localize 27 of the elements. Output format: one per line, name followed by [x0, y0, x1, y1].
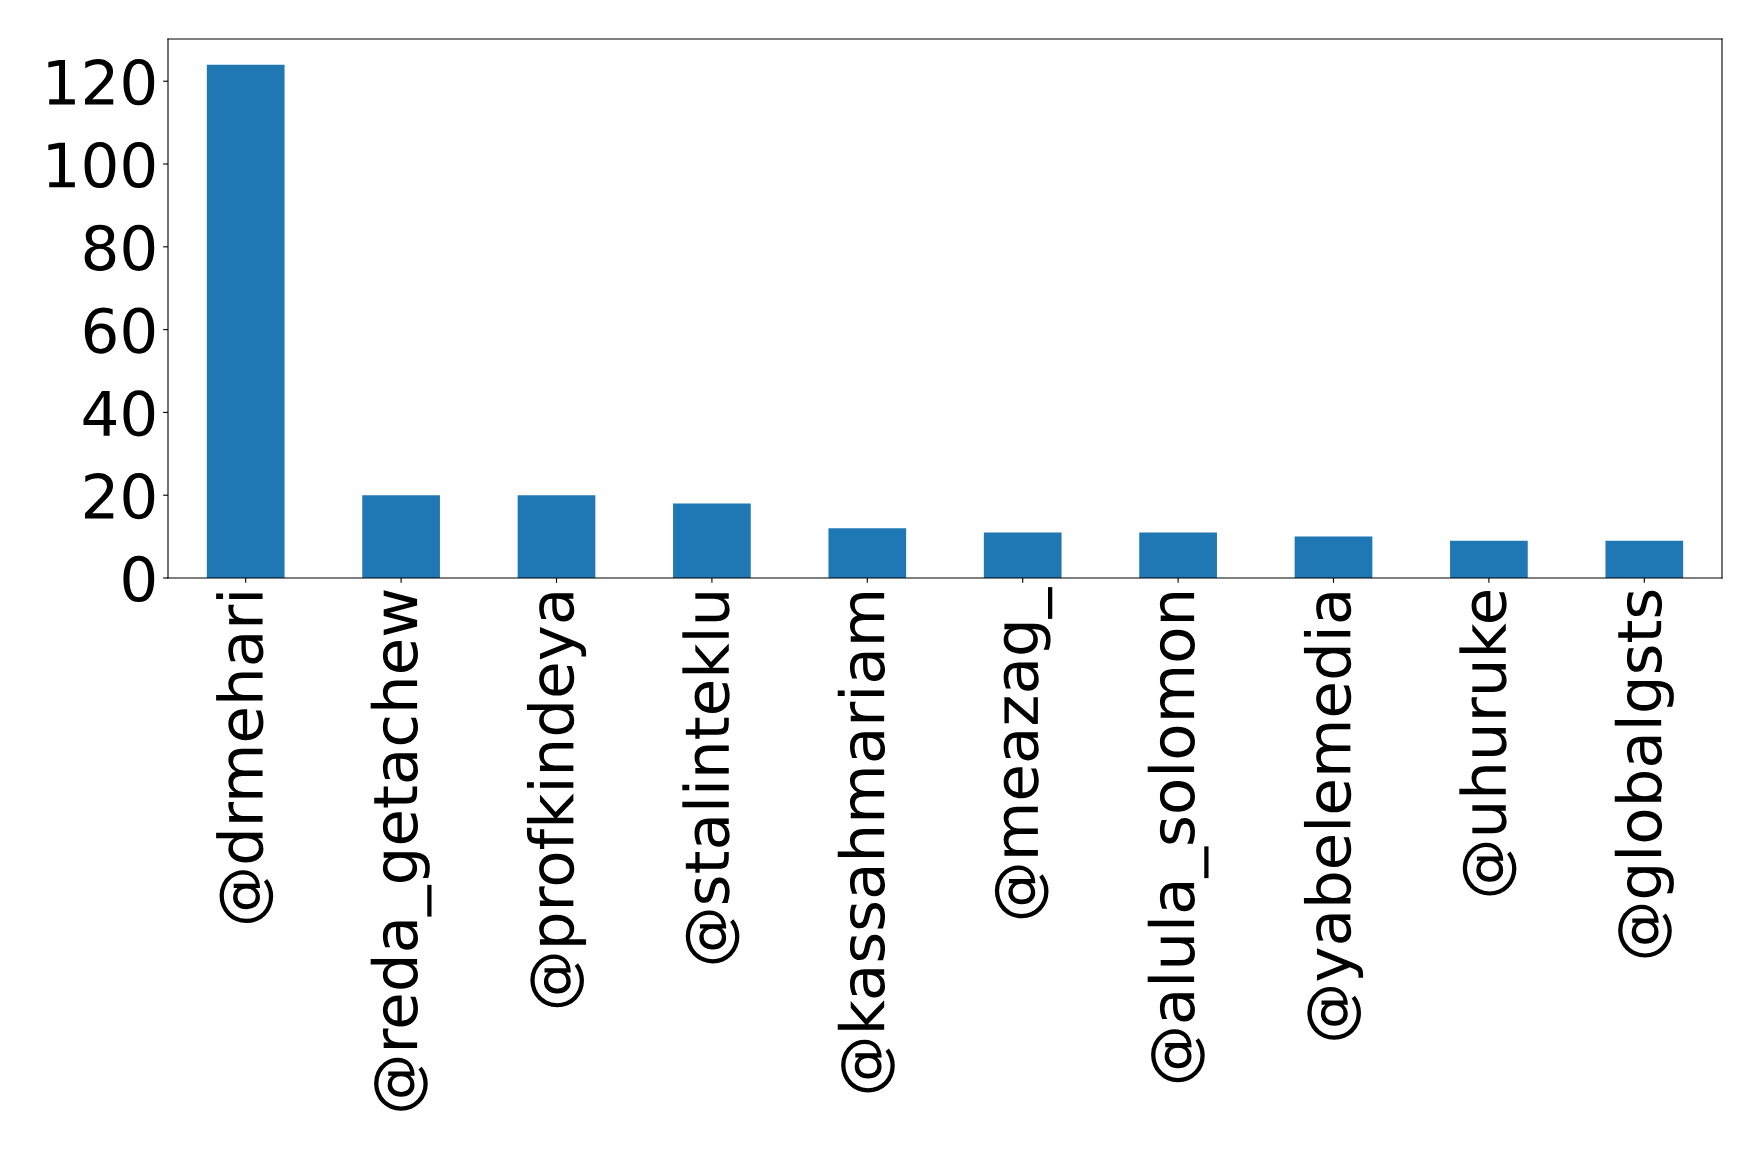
y-tick-label: 40: [83, 390, 155, 437]
x-tick-label: @stalinteklu: [682, 593, 740, 964]
x-tick-label: @globalgsts: [1614, 590, 1674, 958]
bar: [362, 495, 440, 578]
bar: [828, 528, 907, 578]
y-tick-label: 80: [84, 224, 155, 271]
x-tick-label: @reda_getachew: [370, 590, 432, 1111]
bar: [1294, 536, 1373, 578]
y-tick-label: 0: [123, 555, 155, 603]
x-tick-label: @uhuruke: [1459, 590, 1517, 896]
bar: [517, 495, 596, 578]
x-tick-label: @yabelemedia: [1303, 593, 1364, 1040]
bar: [206, 64, 285, 578]
bar: [983, 532, 1062, 578]
x-tick-label: @profkindeya: [526, 593, 587, 1008]
bar: [1139, 532, 1217, 578]
bar: [1450, 540, 1528, 578]
x-tick-label: @drmehari: [216, 593, 274, 924]
x-tick-label: @meazag_: [994, 587, 1053, 919]
y-tick-label: 100: [48, 141, 155, 189]
bar: [1605, 540, 1684, 578]
y-tick-label: 60: [84, 307, 155, 354]
x-tick-label: @kassahmariam: [837, 592, 895, 1093]
x-tick-label: @alula_solomon: [1147, 592, 1209, 1083]
y-tick-label: 20: [84, 473, 155, 520]
y-tick-label: 120: [48, 59, 155, 106]
bar: [673, 503, 751, 578]
